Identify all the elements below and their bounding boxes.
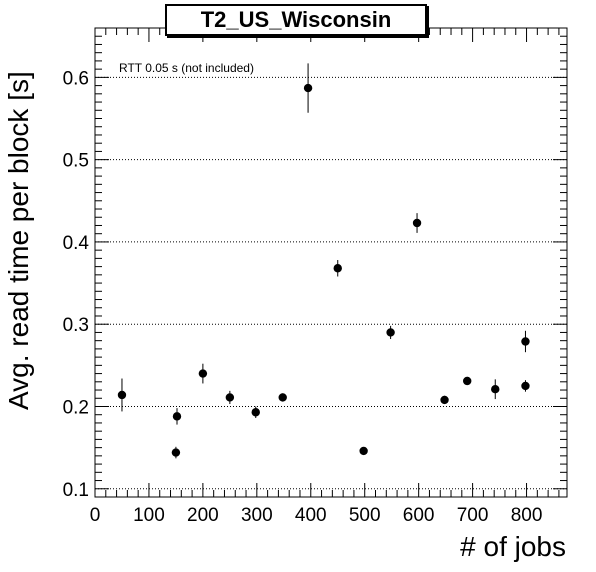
data-point bbox=[521, 380, 530, 392]
x-tick-label: 300 bbox=[241, 505, 273, 526]
point-marker bbox=[251, 408, 260, 417]
point-marker bbox=[225, 393, 235, 402]
point-marker bbox=[463, 376, 472, 386]
point-marker bbox=[278, 393, 287, 402]
axis-ticks bbox=[94, 27, 567, 498]
data-point bbox=[412, 213, 422, 233]
annotation-text: RTT 0.05 s (not included) bbox=[119, 61, 254, 75]
data-point bbox=[171, 446, 181, 459]
data-point bbox=[333, 260, 342, 277]
point-marker bbox=[491, 385, 500, 394]
point-marker bbox=[117, 390, 127, 400]
x-tick-label: 100 bbox=[133, 505, 165, 526]
point-marker bbox=[198, 369, 208, 378]
point-marker bbox=[521, 381, 530, 391]
point-marker bbox=[386, 328, 395, 337]
point-marker bbox=[440, 395, 449, 405]
y-tick-label: 0.6 bbox=[63, 68, 89, 89]
data-point bbox=[359, 446, 368, 456]
y-tick-label: 0.1 bbox=[63, 480, 89, 501]
tick-labels: 0.1 0.2 0.3 0.4 0.5 0.6 0 100 200 300 400 500 600 700… bbox=[63, 68, 543, 526]
data-point bbox=[278, 393, 287, 402]
data-point bbox=[440, 395, 449, 405]
data-point bbox=[303, 63, 313, 113]
data-point bbox=[251, 406, 260, 419]
x-tick-label: 700 bbox=[457, 505, 489, 526]
data-point bbox=[198, 363, 208, 384]
data-point bbox=[386, 325, 395, 340]
grid-lines bbox=[95, 76, 567, 490]
point-marker bbox=[521, 337, 530, 346]
point-marker bbox=[412, 218, 422, 228]
y-tick-label: 0.5 bbox=[63, 151, 89, 172]
x-tick-label: 600 bbox=[403, 505, 435, 526]
point-marker bbox=[171, 448, 181, 457]
y-tick-label: 0.2 bbox=[63, 397, 89, 418]
y-axis-label: Avg. read time per block [s] bbox=[3, 71, 34, 410]
x-tick-label: 0 bbox=[90, 505, 101, 526]
x-tick-label: 500 bbox=[349, 505, 381, 526]
data-points bbox=[117, 63, 530, 459]
data-point bbox=[117, 378, 127, 412]
plot-frame bbox=[94, 27, 568, 498]
point-marker bbox=[172, 412, 182, 421]
data-point bbox=[521, 330, 530, 353]
chart-title: T2_US_Wisconsin bbox=[165, 4, 427, 36]
y-tick-label: 0.4 bbox=[63, 233, 90, 254]
data-point bbox=[491, 379, 500, 400]
data-point bbox=[463, 376, 472, 386]
x-axis-label: # of jobs bbox=[460, 531, 566, 562]
y-tick-label: 0.3 bbox=[63, 315, 89, 336]
point-marker bbox=[333, 264, 342, 273]
data-point bbox=[172, 408, 182, 425]
point-marker bbox=[303, 83, 313, 93]
x-tick-label: 800 bbox=[511, 505, 543, 526]
x-tick-label: 400 bbox=[295, 505, 327, 526]
data-point bbox=[225, 390, 235, 405]
x-tick-label: 200 bbox=[187, 505, 219, 526]
point-marker bbox=[359, 446, 368, 456]
